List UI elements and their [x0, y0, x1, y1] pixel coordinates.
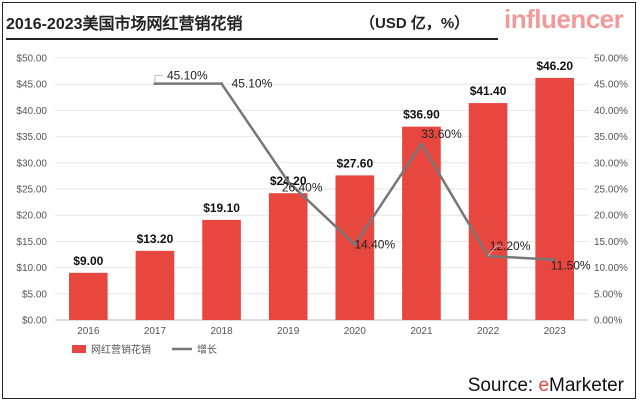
x-tick-label: 2020 [344, 326, 367, 337]
legend-label-line: 增长 [197, 343, 217, 356]
y-tick-label-left: $20.00 [16, 211, 47, 222]
growth-value-label: 45.10% [167, 69, 208, 83]
bar [335, 175, 375, 320]
bar-value-label: $41.40 [470, 84, 507, 98]
y-tick-label-left: $15.00 [16, 237, 47, 248]
y-tick-label-right: 10.00% [594, 263, 628, 274]
bar [68, 272, 108, 320]
growth-value-label: 45.10% [232, 77, 273, 91]
y-tick-label-right: 40.00% [594, 106, 628, 117]
growth-point [353, 243, 357, 247]
source-prefix: Source: [467, 375, 539, 396]
bar-value-label: $13.20 [137, 232, 174, 246]
y-tick-label-right: 15.00% [594, 237, 628, 248]
growth-value-label: 26.40% [282, 181, 323, 195]
chart-title: 2016-2023美国市场网红营销花销 [6, 16, 243, 33]
y-tick-label-left: $0.00 [22, 316, 47, 327]
y-tick-label-left: $25.00 [16, 185, 47, 196]
x-tick-label: 2017 [144, 326, 167, 337]
title-underline [6, 38, 498, 40]
x-tick-label: 2021 [410, 326, 433, 337]
bar [202, 219, 241, 320]
bar [135, 250, 175, 320]
growth-value-label: 14.40% [354, 238, 395, 252]
bar [268, 193, 308, 320]
y-tick-label-right: 0.00% [594, 316, 622, 327]
growth-value-label: 12.20% [490, 239, 531, 253]
x-tick-label: 2016 [77, 326, 100, 337]
bar [535, 77, 575, 320]
bar-value-label: $27.60 [336, 156, 373, 170]
label-leader-line [487, 245, 503, 257]
x-tick-label: 2018 [210, 326, 233, 337]
label-leader-line [154, 75, 163, 84]
y-tick-label-right: 30.00% [594, 158, 628, 169]
y-tick-label-right: 20.00% [594, 211, 628, 222]
growth-point [553, 258, 557, 262]
y-tick-label-left: $10.00 [16, 263, 47, 274]
source-brand-rest: Marketer [549, 375, 624, 396]
y-tick-label-right: 35.00% [594, 132, 628, 143]
source-brand-e: e [538, 375, 550, 396]
bar-value-label: $36.90 [403, 108, 440, 122]
chart-unit: （USD 亿，%） [360, 15, 470, 32]
x-tick-label: 2022 [477, 326, 500, 337]
y-tick-label-right: 50.00% [594, 54, 628, 65]
y-tick-label-left: $35.00 [16, 132, 47, 143]
growth-point [220, 82, 224, 86]
growth-point [286, 180, 290, 184]
legend-swatch-bar [72, 345, 86, 353]
growth-value-label: 33.60% [421, 127, 462, 141]
growth-value-label: 11.50% [551, 259, 591, 273]
y-tick-label-left: $40.00 [16, 106, 47, 117]
y-tick-label-left: $45.00 [16, 80, 47, 91]
bar-value-label: $9.00 [73, 254, 103, 268]
bar [402, 126, 441, 320]
x-tick-label: 2019 [277, 326, 300, 337]
y-tick-label-left: $50.00 [16, 54, 47, 65]
growth-point [419, 142, 423, 146]
chart-frame [2, 2, 636, 399]
y-tick-label-left: $30.00 [16, 158, 47, 169]
legend-label-bar: 网红营销花销 [91, 343, 151, 356]
y-tick-label-right: 25.00% [594, 185, 628, 196]
source-credit: Source: eMarketer [468, 375, 624, 397]
y-tick-label-right: 45.00% [594, 80, 628, 91]
influencer-logo: influencer [504, 4, 624, 34]
bar-value-label: $19.10 [203, 201, 240, 215]
y-tick-label-left: $5.00 [22, 289, 47, 300]
x-tick-label: 2023 [544, 326, 567, 337]
y-tick-label-right: 5.00% [594, 289, 622, 300]
bar [468, 103, 508, 321]
bar-value-label: $46.20 [536, 59, 573, 73]
